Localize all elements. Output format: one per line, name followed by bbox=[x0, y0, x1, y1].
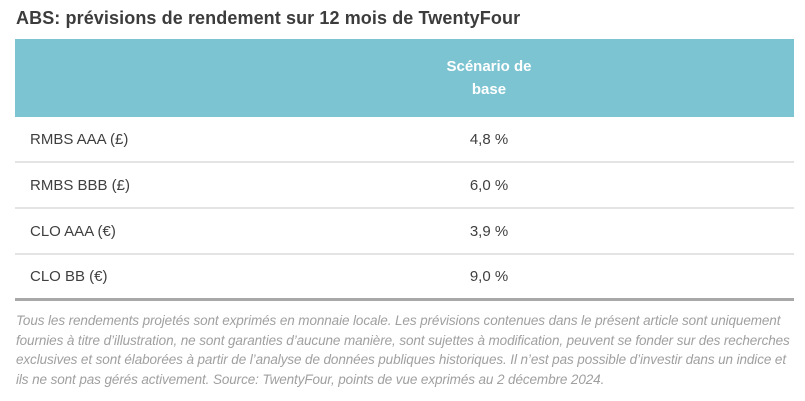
returns-table: Scénario de base RMBS AAA (£) 4,8 % RMBS… bbox=[15, 39, 794, 301]
disclaimer-footnote: Tous les rendements projetés sont exprim… bbox=[16, 313, 790, 387]
row-label: CLO AAA (€) bbox=[30, 222, 116, 240]
row-label: RMBS BBB (£) bbox=[30, 176, 131, 194]
row-value: 4,8 % bbox=[469, 130, 509, 148]
table-row: CLO BB (€) 9,0 % bbox=[15, 255, 794, 301]
table-row: RMBS AAA (£) 4,8 % bbox=[15, 117, 794, 163]
row-label: CLO BB (€) bbox=[30, 268, 108, 285]
table-row: RMBS BBB (£) 6,0 % bbox=[15, 163, 794, 209]
table-header-row: Scénario de base bbox=[15, 39, 794, 117]
table-header-cell-scenario: Scénario de base bbox=[354, 55, 624, 101]
table-header-label: Scénario de base bbox=[446, 58, 532, 98]
row-value: 9,0 % bbox=[469, 268, 509, 285]
row-value: 3,9 % bbox=[469, 222, 509, 240]
row-value: 6,0 % bbox=[469, 176, 509, 194]
table-row: CLO AAA (€) 3,9 % bbox=[15, 209, 794, 255]
row-label: RMBS AAA (£) bbox=[30, 130, 129, 148]
page-title: ABS: prévisions de rendement sur 12 mois… bbox=[16, 8, 521, 28]
page: ABS: prévisions de rendement sur 12 mois… bbox=[15, 8, 794, 387]
